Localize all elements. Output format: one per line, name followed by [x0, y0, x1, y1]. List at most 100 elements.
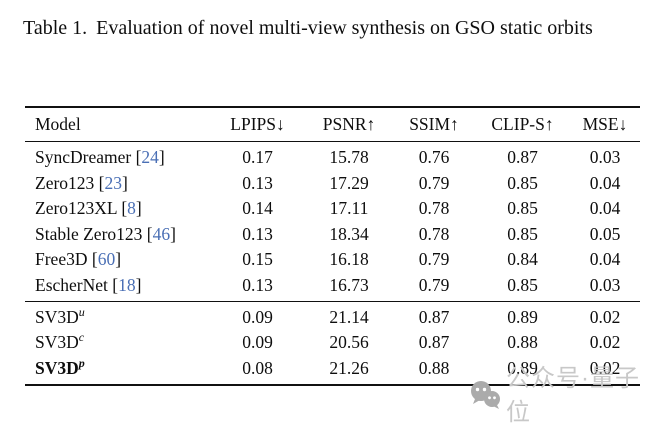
metric-cell: 18.34 — [329, 223, 369, 244]
metric-cell: 0.05 — [589, 223, 621, 244]
table-caption-label: Table 1. — [23, 17, 88, 39]
metric-cell: 0.76 — [418, 147, 450, 167]
metric-cell: 0.87 — [507, 147, 538, 167]
model-name: Zero123 — [35, 172, 95, 193]
table-caption-text: Evaluation of novel multi-view synthesis… — [96, 17, 593, 39]
metric-cell: 0.89 — [507, 306, 538, 327]
metric-cell: 0.87 — [418, 306, 450, 327]
metric-cell: 21.26 — [329, 357, 369, 378]
model-name: SyncDreamer — [35, 147, 132, 167]
metric-cell: 0.84 — [507, 249, 538, 269]
table-row: SV3Dp 0.08 21.26 0.88 0.89 0.02 — [25, 356, 640, 385]
citation: [24] — [131, 147, 165, 167]
metric-cell: 17.11 — [329, 198, 369, 218]
metric-cell: 0.13 — [242, 172, 273, 193]
citation-number: 8 — [127, 198, 136, 218]
metric-cell: 0.02 — [589, 306, 621, 327]
metric-cell: 0.78 — [418, 198, 450, 218]
model-variant-superscript: p — [78, 355, 85, 370]
metric-cell: 0.88 — [418, 357, 450, 378]
metric-cell: 0.04 — [589, 249, 621, 269]
metric-cell: 0.04 — [589, 198, 621, 218]
paper-page: { "caption": { "label": "Table 1.", "tex… — [23, 14, 641, 426]
metric-cell: 0.02 — [589, 332, 621, 352]
citation: [18] — [107, 274, 142, 295]
metric-cell: 0.85 — [507, 198, 538, 218]
table-row: SV3Du 0.09 21.14 0.87 0.89 0.02 — [25, 301, 640, 330]
table-header: Model LPIPS↓ PSNR↑ SSIM↑ CLIP-S↑ MSE↓ — [25, 107, 640, 142]
metric-cell: 0.04 — [589, 172, 621, 193]
model-name: EscherNet — [35, 274, 108, 295]
model-cell: EscherNet [18] — [25, 273, 210, 302]
model-cell: Zero123XL [8] — [25, 196, 210, 222]
table-row: EscherNet [18] 0.13 16.73 0.79 0.85 0.03 — [25, 273, 640, 302]
column-header-mse: MSE↓ — [582, 114, 628, 134]
metric-cell: 0.13 — [242, 223, 273, 244]
model-cell: Stable Zero123 [46] — [25, 222, 210, 248]
citation-number: 60 — [97, 249, 116, 269]
column-header-model: Model — [35, 114, 81, 134]
model-name: Stable Zero123 — [35, 223, 143, 244]
model-name: SV3D — [35, 332, 79, 352]
metric-cell: 0.85 — [507, 172, 538, 193]
metric-cell: 0.85 — [507, 274, 538, 295]
model-name: Free3D — [35, 249, 88, 269]
metric-cell: 0.14 — [242, 198, 273, 218]
model-cell: SV3Dp — [25, 356, 210, 385]
table-header-row: Model LPIPS↓ PSNR↑ SSIM↑ CLIP-S↑ MSE↓ — [25, 107, 640, 142]
table-row: Zero123 [23] 0.13 17.29 0.79 0.85 0.04 — [25, 171, 640, 197]
citation-number: 24 — [141, 147, 159, 167]
metric-cell: 0.87 — [418, 332, 450, 352]
metric-cell: 0.79 — [418, 172, 450, 193]
column-header-clips: CLIP-S↑ — [491, 114, 554, 134]
model-variant-superscript: c — [78, 330, 85, 345]
model-name: SV3D — [35, 306, 79, 327]
metric-cell: 21.14 — [329, 306, 369, 327]
metric-cell: 16.73 — [329, 274, 369, 295]
metric-cell: 20.56 — [329, 332, 369, 352]
table-row: SV3Dc 0.09 20.56 0.87 0.88 0.02 — [25, 330, 640, 356]
model-cell: Zero123 [23] — [25, 171, 210, 197]
sv3d-rows-group: SV3Du 0.09 21.14 0.87 0.89 0.02 SV3Dc 0.09 20.56… — [25, 301, 640, 385]
citation-number: 18 — [118, 274, 136, 295]
metric-cell: 17.29 — [329, 172, 369, 193]
table-row: Stable Zero123 [46] 0.13 18.34 0.78 0.85 0.05 — [25, 222, 640, 248]
metric-cell: 0.89 — [507, 357, 538, 378]
baseline-rows-group: SyncDreamer [24] 0.17 15.78 0.76 0.87 0.03 Zer… — [25, 142, 640, 302]
citation: [23] — [94, 172, 128, 193]
model-cell: SyncDreamer [24] — [25, 142, 210, 171]
model-cell: Free3D [60] — [25, 247, 210, 273]
metric-cell: 0.85 — [507, 223, 538, 244]
metric-cell: 0.17 — [242, 147, 273, 167]
metric-cell: 0.02 — [589, 357, 621, 378]
model-cell: SV3Du — [25, 301, 210, 330]
metric-cell: 0.03 — [589, 147, 621, 167]
model-cell: SV3Dc — [25, 330, 210, 356]
metric-cell: 0.03 — [589, 274, 621, 295]
metric-cell: 0.79 — [418, 249, 450, 269]
column-header-ssim: SSIM↑ — [409, 114, 459, 134]
table-row: SyncDreamer [24] 0.17 15.78 0.76 0.87 0.03 — [25, 142, 640, 171]
citation-number: 23 — [104, 172, 123, 193]
metric-cell: 0.09 — [242, 332, 273, 352]
column-header-psnr: PSNR↑ — [322, 114, 376, 134]
column-header-lpips: LPIPS↓ — [230, 114, 285, 134]
metric-cell: 15.78 — [329, 147, 369, 167]
metric-cell: 0.78 — [418, 223, 450, 244]
citation: [46] — [142, 223, 176, 244]
table-caption: Table 1. Evaluation of novel multi-view s… — [23, 14, 641, 42]
model-variant-superscript: u — [78, 304, 85, 319]
citation-number: 46 — [152, 223, 171, 244]
metric-cell: 0.13 — [242, 274, 273, 295]
metric-cell: 16.18 — [329, 249, 369, 269]
model-name: SV3D — [35, 357, 79, 378]
table-row: Zero123XL [8] 0.14 17.11 0.78 0.85 0.04 — [25, 196, 640, 222]
metric-cell: 0.88 — [507, 332, 538, 352]
citation: [60] — [87, 249, 122, 269]
citation: [8] — [116, 198, 142, 218]
metric-cell: 0.79 — [418, 274, 450, 295]
metric-cell: 0.08 — [242, 357, 273, 378]
table-row: Free3D [60] 0.15 16.18 0.79 0.84 0.04 — [25, 247, 640, 273]
evaluation-table: Model LPIPS↓ PSNR↑ SSIM↑ CLIP-S↑ MSE↓ Sy… — [25, 106, 640, 386]
model-name: Zero123XL — [35, 198, 117, 218]
